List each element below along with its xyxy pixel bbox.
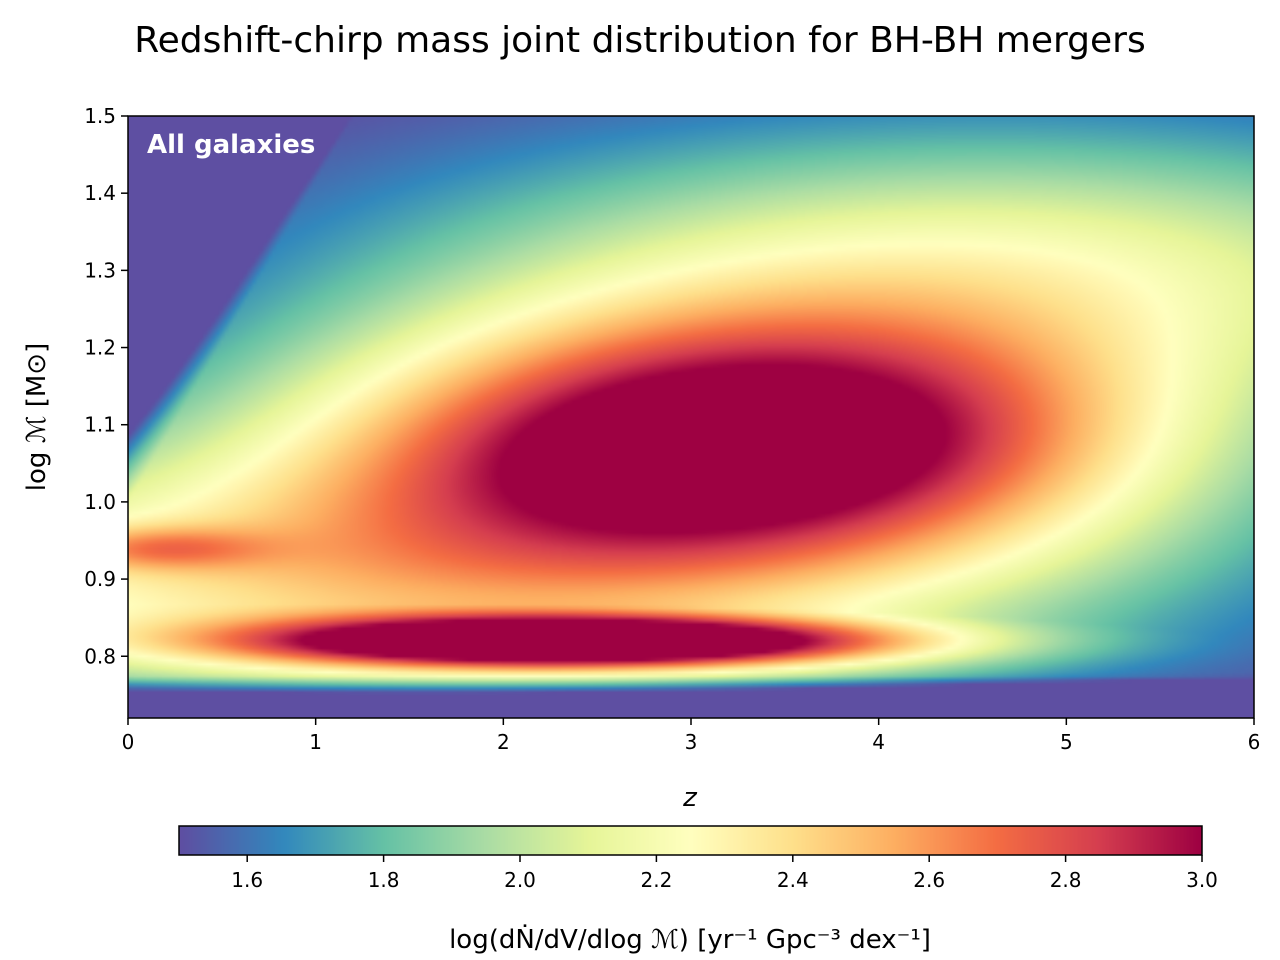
x-axis-label: z [682,783,698,813]
colorbar-tick-label: 2.4 [777,868,809,892]
colorbar-tick-label: 1.8 [368,868,400,892]
x-tick-label: 5 [1060,730,1073,754]
colorbar-tick-label: 2.0 [504,868,536,892]
colorbar-frame [178,825,1203,856]
chart-title: Redshift-chirp mass joint distribution f… [134,20,1145,61]
colorbar-label: log(dṄ/dV/dlog ℳ) [yr⁻¹ Gpc⁻³ dex⁻¹] [449,923,931,955]
x-tick-label: 4 [872,730,885,754]
x-tick-label: 0 [122,730,135,754]
y-tick-label: 1.0 [84,490,116,514]
y-tick-label: 0.8 [84,644,116,668]
y-tick-label: 1.3 [84,258,116,282]
x-tick-label: 3 [685,730,698,754]
x-axis: 0 1 2 3 4 5 6 [122,718,1261,754]
y-tick-label: 0.9 [84,567,116,591]
x-tick-label: 1 [309,730,322,754]
colorbar: 1.6 1.8 2.0 2.2 2.4 2.6 2.8 3.0 log(dṄ/dV/dlog… [178,825,1218,955]
colorbar-gradient [179,826,1202,855]
y-axis: 0.8 0.9 1.0 1.1 1.2 1.3 1.4 1.5 [84,104,128,668]
colorbar-tick-label: 2.8 [1050,868,1082,892]
colorbar-tick-label: 2.6 [913,868,945,892]
colorbar-tick-label: 1.6 [231,868,263,892]
x-tick-label: 2 [497,730,510,754]
y-tick-label: 1.1 [84,413,116,437]
y-tick-label: 1.2 [84,336,116,360]
y-axis-label: log ℳ [M⊙] [22,343,52,491]
x-tick-label: 6 [1248,730,1261,754]
plot-area: All galaxies [127,115,1255,719]
heatmap [128,116,1254,718]
colorbar-tick-label: 2.2 [640,868,672,892]
y-tick-label: 1.5 [84,104,116,128]
y-tick-label: 1.4 [84,181,116,205]
annotation-label: All galaxies [147,130,315,160]
colorbar-tick-label: 3.0 [1186,868,1218,892]
colorbar-ticks: 1.6 1.8 2.0 2.2 2.4 2.6 2.8 3.0 [231,855,1218,892]
